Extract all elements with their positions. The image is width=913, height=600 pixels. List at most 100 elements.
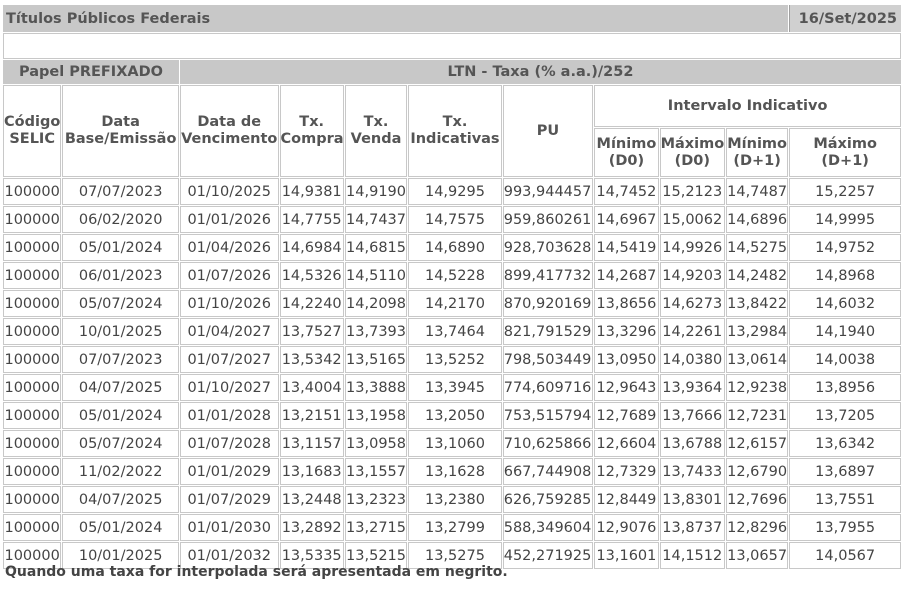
table-cell: 13,5215 bbox=[344, 542, 408, 569]
table-cell: 13,5335 bbox=[279, 542, 344, 569]
col-minimo-d1: Mínimo (D+1) bbox=[725, 128, 789, 177]
table-row: 100000 05/01/2024 01/01/2028 13,2151 13,1958… bbox=[3, 402, 901, 429]
table-cell: 14,6890 bbox=[408, 234, 502, 261]
table-cell: 13,8422 bbox=[725, 290, 789, 317]
table-cell: 753,515794 bbox=[502, 402, 594, 429]
table-cell: 100000 bbox=[3, 318, 62, 345]
col-intervalo-indicativo: Intervalo Indicativo bbox=[594, 85, 901, 127]
blank-row bbox=[3, 33, 901, 59]
table-cell: 13,2050 bbox=[408, 402, 502, 429]
table-cell: 13,8956 bbox=[789, 374, 901, 401]
table-cell: 13,2715 bbox=[344, 514, 408, 541]
table-row: 100000 05/07/2024 01/07/2028 13,1157 13,0958… bbox=[3, 430, 901, 457]
table-cell: 12,8449 bbox=[594, 486, 659, 513]
table-cell: 13,7433 bbox=[659, 458, 725, 485]
table-cell: 452,271925 bbox=[502, 542, 594, 569]
table-cell: 13,8737 bbox=[659, 514, 725, 541]
table-cell: 100000 bbox=[3, 178, 62, 205]
table-cell: 14,9926 bbox=[659, 234, 725, 261]
table-cell: 13,0614 bbox=[725, 346, 789, 373]
table-cell: 12,8296 bbox=[725, 514, 789, 541]
table-cell: 626,759285 bbox=[502, 486, 594, 513]
table-cell: 01/07/2029 bbox=[179, 486, 279, 513]
table-cell: 13,8301 bbox=[659, 486, 725, 513]
table-cell: 13,3888 bbox=[344, 374, 408, 401]
table-cell: 14,5326 bbox=[279, 262, 344, 289]
table-cell: 06/01/2023 bbox=[62, 262, 179, 289]
table-cell: 13,4004 bbox=[279, 374, 344, 401]
table-cell: 14,2098 bbox=[344, 290, 408, 317]
table-cell: 13,7205 bbox=[789, 402, 901, 429]
table-cell: 959,860261 bbox=[502, 206, 594, 233]
table-cell: 993,944457 bbox=[502, 178, 594, 205]
table-cell: 12,9076 bbox=[594, 514, 659, 541]
table-cell: 14,6984 bbox=[279, 234, 344, 261]
table-cell: 100000 bbox=[3, 346, 62, 373]
table-cell: 13,3945 bbox=[408, 374, 502, 401]
table-cell: 12,7689 bbox=[594, 402, 659, 429]
table-cell: 899,417732 bbox=[502, 262, 594, 289]
table-cell: 100000 bbox=[3, 514, 62, 541]
table-cell: 14,1512 bbox=[659, 542, 725, 569]
table-cell: 14,7452 bbox=[594, 178, 659, 205]
table-cell: 14,0567 bbox=[789, 542, 901, 569]
table-cell: 14,9995 bbox=[789, 206, 901, 233]
table-cell: 13,0958 bbox=[344, 430, 408, 457]
table-cell: 13,9364 bbox=[659, 374, 725, 401]
table-cell: 01/10/2027 bbox=[179, 374, 279, 401]
table-cell: 710,625866 bbox=[502, 430, 594, 457]
table-row: 100000 07/07/2023 01/10/2025 14,9381 14,9190… bbox=[3, 178, 901, 205]
table-cell: 10/01/2025 bbox=[62, 542, 179, 569]
col-data-base: Data Base/Emissão bbox=[62, 85, 179, 177]
table-cell: 798,503449 bbox=[502, 346, 594, 373]
table-row: 100000 07/07/2023 01/07/2027 13,5342 13,5165… bbox=[3, 346, 901, 373]
table-cell: 14,6815 bbox=[344, 234, 408, 261]
table-cell: 13,5165 bbox=[344, 346, 408, 373]
table-cell: 14,6896 bbox=[725, 206, 789, 233]
table-cell: 13,0657 bbox=[725, 542, 789, 569]
col-maximo-d1: Máximo (D+1) bbox=[789, 128, 901, 177]
titulos-table: Títulos Públicos Federais 16/Set/2025 Pa… bbox=[2, 4, 902, 570]
table-cell: 14,6032 bbox=[789, 290, 901, 317]
table-row: 100000 05/01/2024 01/01/2030 13,2892 13,2715… bbox=[3, 514, 901, 541]
table-cell: 10/01/2025 bbox=[62, 318, 179, 345]
table-cell: 13,7551 bbox=[789, 486, 901, 513]
table-cell: 100000 bbox=[3, 542, 62, 569]
table-cell: 14,5228 bbox=[408, 262, 502, 289]
table-cell: 12,7696 bbox=[725, 486, 789, 513]
table-cell: 05/07/2024 bbox=[62, 290, 179, 317]
table-cell: 01/01/2032 bbox=[179, 542, 279, 569]
table-cell: 13,1601 bbox=[594, 542, 659, 569]
table-cell: 100000 bbox=[3, 290, 62, 317]
table-cell: 12,7231 bbox=[725, 402, 789, 429]
table-cell: 07/07/2023 bbox=[62, 346, 179, 373]
table-cell: 05/01/2024 bbox=[62, 514, 179, 541]
table-cell: 04/07/2025 bbox=[62, 374, 179, 401]
table-cell: 13,7955 bbox=[789, 514, 901, 541]
table-cell: 100000 bbox=[3, 486, 62, 513]
table-cell: 14,2261 bbox=[659, 318, 725, 345]
table-cell: 14,7437 bbox=[344, 206, 408, 233]
table-row: 100000 06/02/2020 01/01/2026 14,7755 14,7437… bbox=[3, 206, 901, 233]
table-cell: 05/01/2024 bbox=[62, 234, 179, 261]
table-cell: 13,0950 bbox=[594, 346, 659, 373]
table-cell: 14,7755 bbox=[279, 206, 344, 233]
table-cell: 01/07/2026 bbox=[179, 262, 279, 289]
table-cell: 13,1958 bbox=[344, 402, 408, 429]
table-cell: 13,7527 bbox=[279, 318, 344, 345]
footnote: Quando uma taxa for interpolada será apr… bbox=[5, 564, 508, 580]
table-cell: 01/10/2025 bbox=[179, 178, 279, 205]
table-cell: 15,0062 bbox=[659, 206, 725, 233]
table-cell: 06/02/2020 bbox=[62, 206, 179, 233]
table-cell: 14,7487 bbox=[725, 178, 789, 205]
table-cell: 14,2482 bbox=[725, 262, 789, 289]
table-cell: 12,9238 bbox=[725, 374, 789, 401]
table-cell: 821,791529 bbox=[502, 318, 594, 345]
col-data-vencimento: Data de Vencimento bbox=[179, 85, 279, 177]
table-cell: 15,2123 bbox=[659, 178, 725, 205]
table-cell: 100000 bbox=[3, 458, 62, 485]
table-cell: 14,5419 bbox=[594, 234, 659, 261]
table-cell: 14,9190 bbox=[344, 178, 408, 205]
table-cell: 774,609716 bbox=[502, 374, 594, 401]
table-cell: 14,2240 bbox=[279, 290, 344, 317]
